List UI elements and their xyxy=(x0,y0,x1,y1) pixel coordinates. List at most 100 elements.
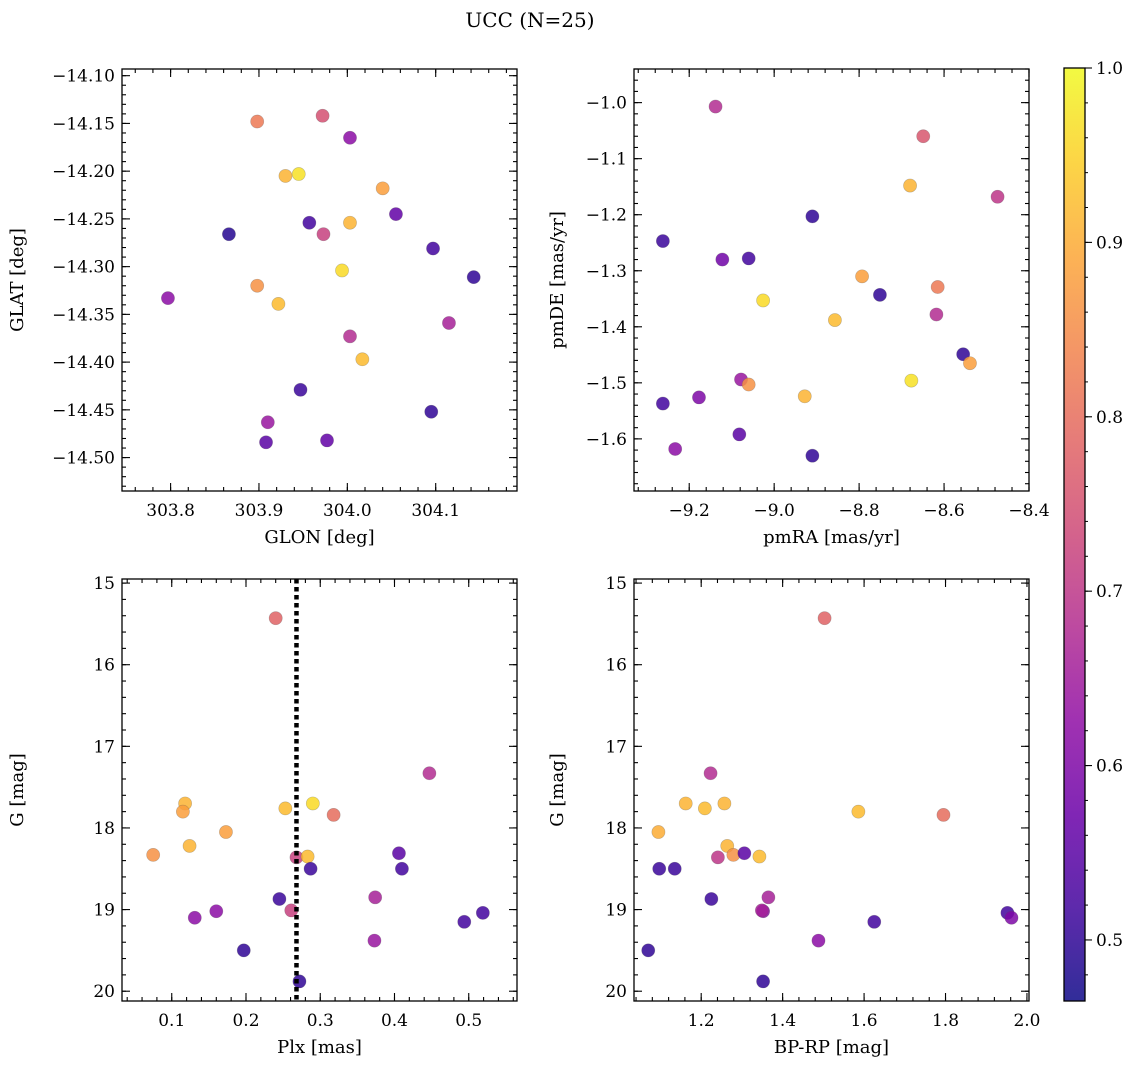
scatter-point xyxy=(343,329,357,344)
scatter-point xyxy=(904,373,919,388)
scatter-point xyxy=(667,861,682,876)
x-tick-label: 0.1 xyxy=(158,1011,185,1031)
scatter-point xyxy=(260,415,275,430)
y-axis-label: pmDE [mas/yr] xyxy=(547,211,568,349)
scatter-point xyxy=(343,215,357,230)
scatter-panel-3: 0.1 0.2 0.3 0.4 0.5 15 16 17 18 19 20 Plx [mas] G [m… xyxy=(7,574,518,1058)
x-tick-label: 303.8 xyxy=(146,501,195,521)
y-tick-label: −1.5 xyxy=(586,374,627,394)
colorbar-tick-label: 0.5 xyxy=(1096,931,1123,951)
x-tick-label: 303.9 xyxy=(235,501,284,521)
x-axis-label: Plx [mas] xyxy=(277,1037,362,1058)
scatter-point xyxy=(250,278,265,293)
x-tick-label: 2.0 xyxy=(1013,1011,1040,1031)
colorbar-tick-label: 0.6 xyxy=(1096,757,1123,777)
y-tick-label: 16 xyxy=(605,656,627,676)
y-tick-label: 15 xyxy=(93,574,115,594)
scatter-point xyxy=(827,313,842,327)
scatter-point xyxy=(873,287,887,302)
axis-ticks xyxy=(634,579,1029,1001)
scatter-point xyxy=(655,396,670,411)
scatter-point xyxy=(754,903,769,918)
y-tick-label: −14.15 xyxy=(52,114,115,134)
scatter-points xyxy=(161,108,481,450)
x-axis-label: GLON [deg] xyxy=(264,527,374,548)
x-tick-label: 0.5 xyxy=(455,1011,482,1031)
scatter-point xyxy=(903,178,917,193)
y-tick-label: 18 xyxy=(605,819,627,839)
scatter-point xyxy=(326,807,341,822)
scatter-point xyxy=(797,389,812,404)
scatter-points xyxy=(655,99,1005,463)
scatter-points xyxy=(641,611,1019,989)
x-tick-label: 304.0 xyxy=(323,501,372,521)
scatter-point xyxy=(293,382,308,397)
scatter-point xyxy=(320,433,334,448)
scatter-panel-4: 1.2 1.4 1.6 1.8 2.0 15 16 17 18 19 20 BP-RP [mag] G … xyxy=(547,574,1040,1058)
y-tick-label: 15 xyxy=(605,574,627,594)
scatter-point xyxy=(426,241,440,256)
scatter-point xyxy=(375,181,390,196)
y-tick-label: 18 xyxy=(93,819,115,839)
scatter-point xyxy=(641,943,656,958)
scatter-point xyxy=(343,130,357,145)
scatter-point xyxy=(442,316,456,330)
x-tick-label: 1.6 xyxy=(851,1011,878,1031)
y-axis-label: G [mag] xyxy=(547,753,568,826)
scatter-point xyxy=(761,890,776,905)
scatter-point xyxy=(236,943,251,958)
scatter-point xyxy=(316,227,331,242)
y-tick-label: 20 xyxy=(93,982,115,1002)
y-tick-label: 17 xyxy=(93,737,115,757)
axis-ticks xyxy=(122,69,517,491)
y-tick-label: −14.35 xyxy=(52,305,115,325)
scatter-point xyxy=(161,291,175,306)
scatter-point xyxy=(1004,910,1019,925)
scatter-point xyxy=(652,861,667,876)
scatter-point xyxy=(651,825,666,839)
scatter-point xyxy=(291,167,306,181)
y-tick-label: −14.40 xyxy=(52,353,115,373)
axis-ticks xyxy=(634,68,1030,491)
y-tick-label: −14.30 xyxy=(52,258,115,278)
scatter-point xyxy=(710,850,725,865)
scatter-point xyxy=(424,404,439,419)
scatter-point xyxy=(741,377,756,392)
scatter-points xyxy=(146,579,490,1001)
x-tick-label: 1.8 xyxy=(932,1011,959,1031)
scatter-point xyxy=(315,108,330,123)
colorbar-tick-label: 0.8 xyxy=(1096,408,1123,428)
x-tick-label: 0.4 xyxy=(381,1011,408,1031)
x-axis-label: pmRA [mas/yr] xyxy=(763,527,900,548)
y-tick-label: −1.3 xyxy=(586,262,627,282)
scatter-point xyxy=(704,892,719,906)
scatter-point xyxy=(916,129,931,144)
y-tick-label: −14.45 xyxy=(52,401,115,421)
scatter-point xyxy=(851,804,866,819)
scatter-point xyxy=(389,207,403,222)
scatter-point xyxy=(855,269,869,284)
scatter-point xyxy=(655,234,670,248)
scatter-point xyxy=(335,263,349,278)
y-tick-label: −14.10 xyxy=(52,67,115,87)
scatter-point xyxy=(302,215,317,230)
scatter-point xyxy=(187,910,202,925)
scatter-point xyxy=(466,270,481,285)
scatter-point xyxy=(300,849,315,864)
y-tick-label: 19 xyxy=(605,901,627,921)
axis-ticks xyxy=(122,579,517,1001)
scatter-point xyxy=(703,766,718,781)
colorbar-frame xyxy=(1063,67,1086,1002)
y-axis-label: G [mag] xyxy=(7,753,28,826)
scatter-point xyxy=(817,611,832,626)
y-tick-label: −1.1 xyxy=(586,150,627,170)
axes-frame xyxy=(121,68,518,492)
y-tick-label: −14.20 xyxy=(52,162,115,182)
scatter-point xyxy=(752,849,767,864)
y-tick-label: 19 xyxy=(93,901,115,921)
scatter-panel-2: −9.2 −9.0 −8.8 −8.6 −8.4 −1.0 −1.1 −1.2 −1.3 −1.4… xyxy=(547,68,1050,548)
scatter-point xyxy=(668,442,683,456)
scatter-point xyxy=(367,933,382,948)
scatter-point xyxy=(732,427,747,442)
scatter-point xyxy=(303,861,318,876)
